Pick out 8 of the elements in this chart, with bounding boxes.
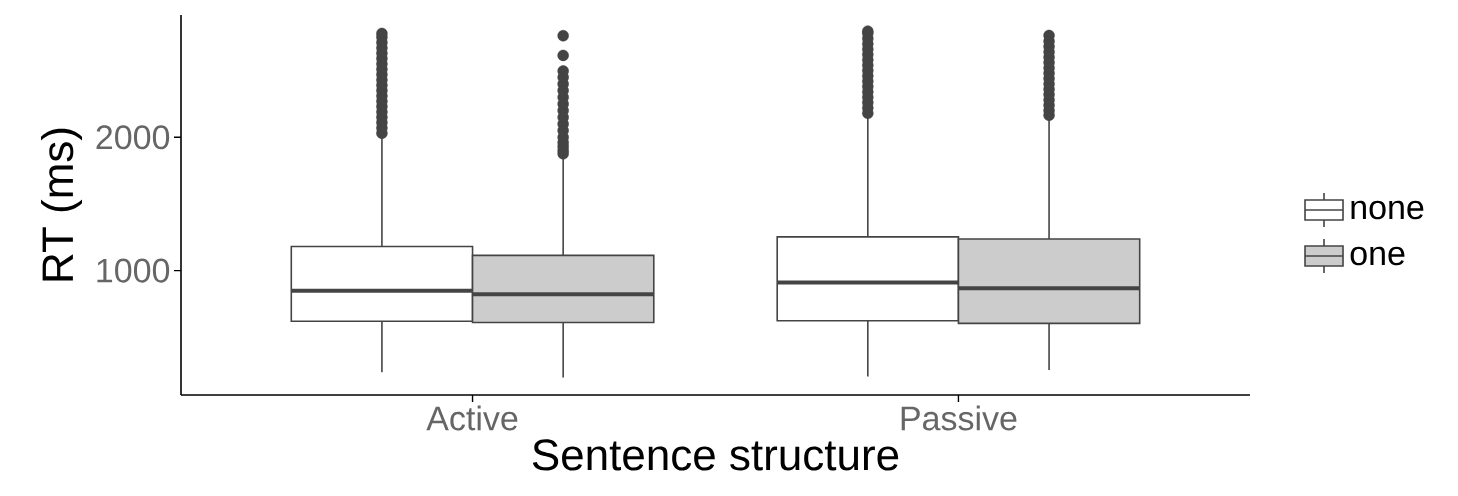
- legend-label: one: [1350, 246, 1405, 266]
- y-tick-label: 2000: [96, 125, 170, 150]
- x-axis-title: Sentence structure: [532, 439, 899, 471]
- y-tick-label: 1000: [97, 258, 170, 283]
- x-tick-label: Passive: [901, 405, 1017, 431]
- y-axis-title: RT (ms): [41, 128, 82, 281]
- legend-label: none: [1351, 200, 1424, 220]
- x-tick-label: Active: [426, 405, 518, 431]
